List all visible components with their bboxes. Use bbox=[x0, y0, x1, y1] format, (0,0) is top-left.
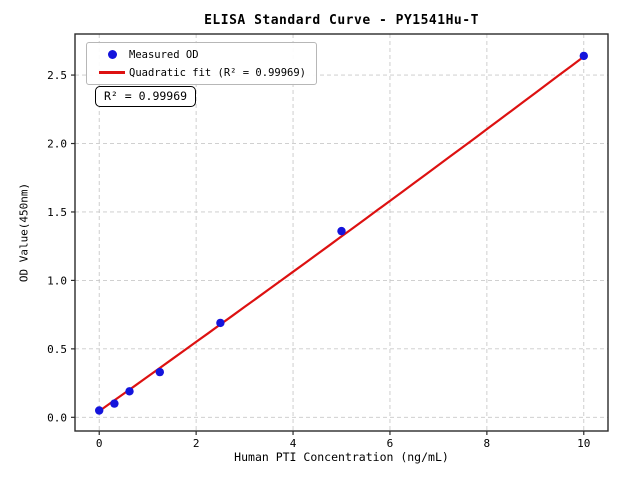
dot-marker-icon bbox=[107, 50, 117, 59]
y-tick-label: 1.0 bbox=[47, 274, 67, 287]
y-tick-label: 2.0 bbox=[47, 138, 67, 151]
y-axis-label: OD Value(450nm) bbox=[17, 182, 31, 283]
data-point bbox=[110, 399, 119, 408]
legend-marker-cell bbox=[95, 50, 129, 59]
x-axis-label: Human PTI Concentration (ng/mL) bbox=[234, 450, 449, 464]
legend: Measured OD Quadratic fit (R² = 0.99969) bbox=[86, 42, 318, 85]
r-squared-annotation: R² = 0.99969 bbox=[95, 86, 197, 107]
chart-title: ELISA Standard Curve - PY1541Hu-T bbox=[204, 13, 479, 28]
axes-spines bbox=[74, 33, 609, 432]
data-point bbox=[125, 387, 134, 396]
x-tick-label: 0 bbox=[96, 437, 103, 450]
data-point bbox=[155, 367, 164, 377]
data-point bbox=[579, 51, 588, 61]
data-point bbox=[95, 406, 104, 415]
legend-label-measured-od: Measured OD bbox=[129, 48, 199, 61]
y-tick-label: 2.5 bbox=[47, 69, 67, 82]
legend-label-quadratic-fit: Quadratic fit (R² = 0.99969) bbox=[129, 66, 307, 79]
y-tick-label: 0.0 bbox=[47, 411, 67, 424]
line-marker-icon bbox=[99, 71, 125, 74]
x-tick-label: 4 bbox=[290, 437, 297, 450]
legend-item-quadratic-fit: Quadratic fit (R² = 0.99969) bbox=[95, 65, 306, 80]
data-point bbox=[216, 318, 225, 328]
y-tick-label: 0.5 bbox=[47, 343, 67, 356]
legend-marker-cell bbox=[95, 71, 129, 74]
fit-line bbox=[98, 55, 585, 413]
x-tick-label: 2 bbox=[193, 437, 200, 450]
data-point bbox=[337, 226, 346, 236]
legend-item-measured-od: Measured OD bbox=[95, 47, 306, 62]
x-tick-label: 10 bbox=[577, 437, 590, 450]
x-tick-label: 8 bbox=[484, 437, 491, 450]
x-tick-label: 6 bbox=[387, 437, 394, 450]
y-tick-label: 1.5 bbox=[47, 206, 67, 219]
